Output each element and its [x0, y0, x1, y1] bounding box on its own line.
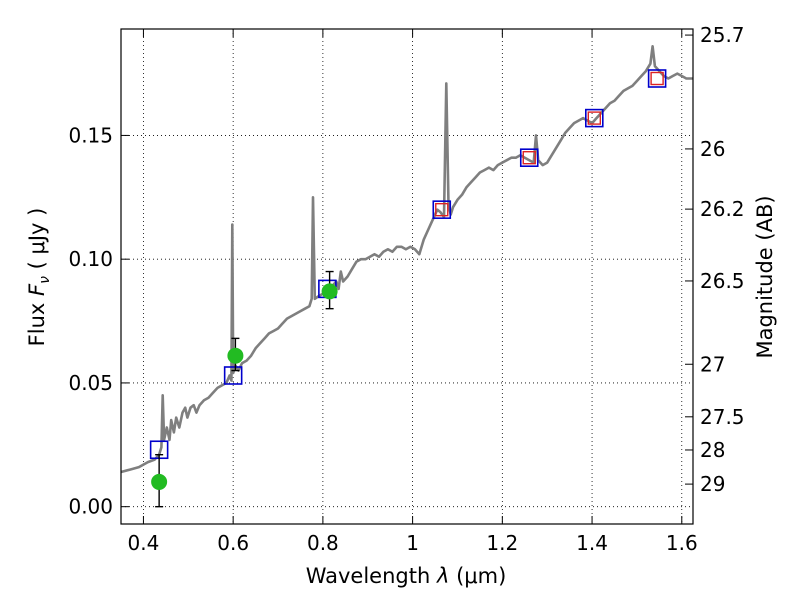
y-axis-label: Flux Fν ( μJy )	[25, 208, 53, 347]
x-tick-label: 1	[406, 531, 419, 555]
y2-tick-label: 25.7	[700, 23, 745, 47]
y2-tick-label: 27	[700, 352, 725, 376]
plot-frame	[120, 28, 694, 525]
model-photometry-square	[223, 366, 243, 385]
y2-tick-label: 26.5	[700, 269, 745, 293]
optical-photometry-point	[151, 473, 168, 490]
optical-photometry-point	[321, 283, 338, 300]
y-tick-label: 0.10	[68, 247, 113, 271]
y-tick-label: 0.00	[68, 495, 113, 519]
y2-tick-label: 29	[700, 472, 725, 496]
x-tick-label: 1.2	[486, 531, 518, 555]
nir-photometry-square	[435, 202, 449, 217]
y2-tick-label: 27.5	[700, 405, 745, 429]
nir-photometry-square	[587, 111, 602, 125]
nir-photometry-square	[650, 71, 664, 86]
y-tick-label: 0.15	[68, 123, 113, 147]
data-markers	[149, 69, 667, 508]
x-tick-label: 0.4	[128, 531, 160, 555]
axis-ticks: 0.4 0.6 0.8 1 1.2 1.4 1.6 0.00 0.05 0.10 0.15 25.7 2…	[68, 23, 744, 555]
model-spectrum	[120, 44, 693, 474]
x-tick-label: 1.4	[576, 531, 608, 555]
y2-tick-label: 26	[700, 137, 725, 161]
x-tick-label: 1.6	[666, 531, 698, 555]
x-axis-label: Wavelength λ (μm)	[306, 564, 507, 588]
model-photometry-square	[647, 69, 667, 88]
model-spectrum-line	[120, 44, 693, 474]
y2-tick-label: 26.2	[700, 197, 745, 221]
model-photometry-square	[432, 200, 452, 219]
plot-background	[121, 29, 693, 524]
model-photometry-square	[519, 148, 539, 167]
model-photometry-square	[585, 108, 604, 128]
y-tick-label: 0.05	[68, 371, 113, 395]
secondary-y-axis-label: Magnitude (AB)	[753, 195, 777, 358]
grid-lines	[121, 29, 693, 524]
nir-photometry-square	[522, 150, 536, 165]
optical-photometry-point	[227, 347, 244, 364]
x-tick-label: 0.6	[217, 531, 249, 555]
x-tick-label: 0.8	[307, 531, 339, 555]
y2-tick-label: 28	[700, 438, 725, 462]
